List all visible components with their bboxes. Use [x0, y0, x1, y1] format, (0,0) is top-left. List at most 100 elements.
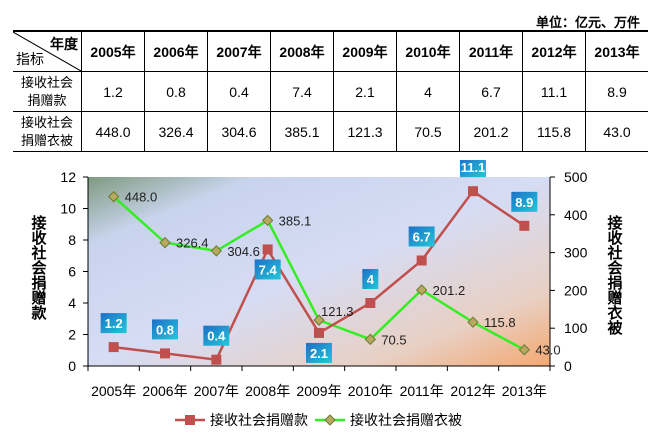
table-cell: 1.2: [81, 71, 145, 112]
table-cell: 304.6: [207, 111, 271, 152]
table-cell: 7.4: [270, 71, 334, 112]
legend-marker-donations: [185, 415, 195, 425]
table-cell: 385.1: [270, 111, 334, 152]
donation-label-box: [511, 191, 538, 212]
clothing-data-label: 121.3: [321, 304, 354, 319]
year-header: 2011年: [459, 30, 523, 72]
table-cell: 2.1: [333, 71, 397, 112]
donation-point: [160, 348, 170, 359]
year-header: 2012年: [522, 30, 586, 72]
table-cell: 70.5: [396, 111, 460, 152]
table-cell: 8.9: [585, 71, 648, 112]
clothing-data-label: 201.2: [433, 283, 466, 298]
dual-axis-line-chart: 0 2 4 6 8 10 12 0 100 200 300 400 500 2005年 2006年 2007年…: [30, 160, 624, 428]
donation-label-box: [254, 259, 281, 280]
y-tick-label: 12: [60, 169, 76, 185]
clothing-data-label: 304.6: [227, 244, 260, 259]
corner-cell: 年度 指标: [13, 30, 82, 72]
legend-marker-clothing: [324, 414, 336, 426]
donation-data-label: 7.4: [259, 262, 278, 277]
year-header: 2013年: [585, 30, 648, 72]
donation-data-label: 0.4: [207, 329, 226, 344]
y-tick-label: 6: [68, 264, 76, 280]
year-header: 2005年: [81, 30, 145, 72]
donation-label-box: [203, 325, 230, 346]
year-header: 2007年: [207, 30, 271, 72]
table-cell: 6.7: [459, 71, 523, 112]
table-row: 接收社会 捐赠衣被 448.0 326.4 304.6 385.1 121.3 70.5 20…: [13, 111, 648, 152]
donation-label-box: [100, 313, 127, 334]
year-header: 2008年: [270, 30, 334, 72]
table-cell: 0.8: [144, 71, 208, 112]
table-cell: 0.4: [207, 71, 271, 112]
clothing-data-label: 448.0: [125, 190, 158, 205]
y2-tick-label: 400: [564, 207, 588, 223]
donation-label-box: [460, 160, 486, 178]
clothing-point: [415, 284, 428, 296]
donation-point: [416, 255, 427, 266]
year-header: 2009年: [333, 30, 397, 72]
y2-tick-label: 300: [564, 245, 588, 261]
clothing-data-label: 115.8: [484, 315, 516, 330]
donation-label-box: [306, 342, 332, 363]
clothing-point: [467, 316, 479, 328]
donation-point: [365, 298, 376, 308]
clothing-point: [159, 236, 171, 249]
clothing-point: [518, 344, 531, 356]
table-row: 接收社会 捐赠款 1.2 0.8 0.4 7.4 2.1 4 6.7 11.1 8.9: [13, 71, 648, 112]
y-tick-label: 8: [68, 232, 76, 248]
data-table: 年度 指标 2005年 2006年 2007年 2008年 2009年 2010…: [13, 30, 648, 152]
donation-data-label: 1.2: [105, 316, 123, 331]
y-tick-label: 2: [68, 327, 76, 343]
y2-tick-label: 200: [564, 282, 588, 298]
donation-point: [314, 327, 324, 338]
corner-top: 年度: [50, 36, 78, 52]
y-tick-label: 10: [60, 201, 76, 217]
x-tick-label: 2011年: [400, 383, 444, 399]
y2-tick-label: 0: [564, 358, 572, 374]
donation-label-box: [362, 269, 379, 289]
clothing-data-label: 70.5: [381, 332, 406, 347]
table-cell: 43.0: [585, 111, 648, 152]
x-tick-label: 2006年: [142, 383, 187, 399]
donation-data-label: 2.1: [310, 346, 328, 361]
corner-bottom: 指标: [16, 51, 44, 67]
year-header: 2006年: [144, 30, 208, 72]
donation-point: [468, 186, 478, 197]
donation-data-label: 8.9: [515, 195, 533, 210]
table-cell: 11.1: [522, 71, 586, 112]
donation-point: [211, 354, 222, 365]
clothing-data-label: 43.0: [535, 343, 560, 358]
donation-label-box: [408, 226, 435, 247]
clothing-point: [210, 245, 223, 257]
clothing-point: [313, 314, 325, 326]
x-tick-label: 2005年: [91, 383, 136, 399]
table-cell: 201.2: [459, 111, 523, 152]
donation-data-label: 0.8: [156, 322, 174, 337]
donation-data-label: 11.1: [461, 160, 486, 175]
year-header: 2010年: [396, 30, 460, 72]
y2-tick-label: 500: [564, 169, 588, 185]
x-tick-label: 2009年: [296, 383, 341, 399]
x-tick-label: 2010年: [348, 383, 393, 399]
clothing-point: [261, 214, 274, 227]
clothing-point: [107, 190, 120, 203]
y2-axis-title: 接收社会捐赠衣被: [606, 214, 624, 336]
donation-data-label: 6.7: [413, 229, 431, 244]
table-cell: 448.0: [81, 111, 145, 152]
row-label: 接收社会 捐赠衣被: [13, 111, 82, 152]
y-axis-title: 接收社会捐赠款: [30, 214, 48, 321]
x-tick-label: 2008年: [245, 383, 290, 399]
x-tick-label: 2012年: [450, 383, 495, 399]
legend-label-donations: 接收社会捐赠款: [210, 412, 308, 428]
legend-label-clothing: 接收社会捐赠衣被: [350, 412, 462, 428]
clothing-data-label: 326.4: [176, 236, 209, 251]
y-tick-label: 0: [68, 358, 76, 374]
x-tick-label: 2013年: [502, 383, 547, 399]
clothing-point: [364, 333, 377, 346]
table-cell: 115.8: [522, 111, 586, 152]
table-cell: 326.4: [144, 111, 208, 152]
table-cell: 121.3: [333, 111, 397, 152]
y2-tick-label: 100: [564, 320, 588, 336]
clothing-data-label: 385.1: [279, 213, 312, 228]
